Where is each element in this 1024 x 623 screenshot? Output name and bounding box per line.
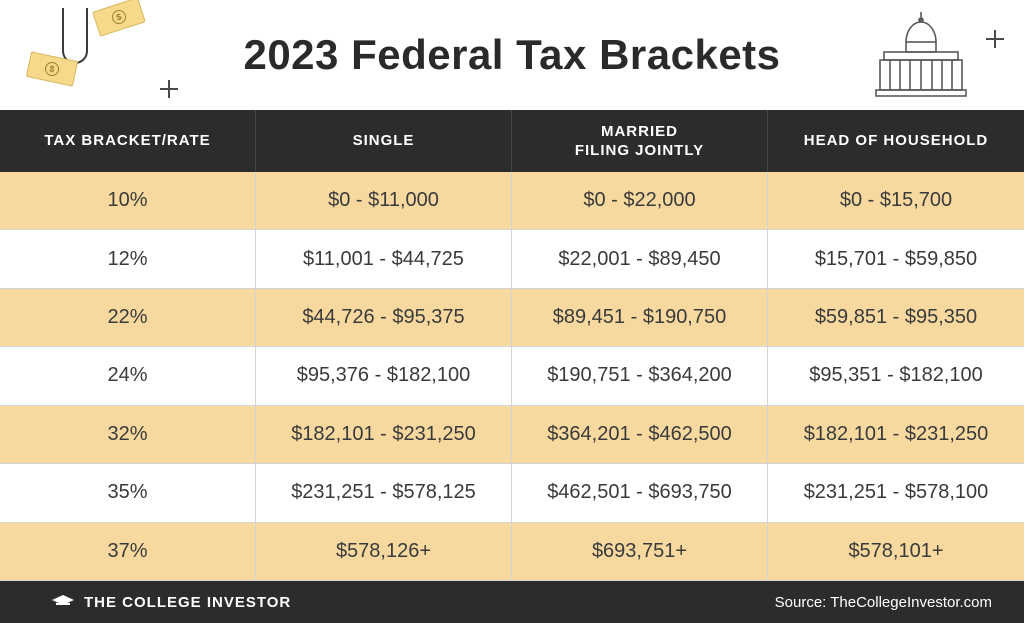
brand: THE COLLEGE INVESTOR bbox=[52, 594, 291, 611]
header: $ $ 2023 Federal Tax Brackets bbox=[0, 0, 1024, 110]
cell-hoh: $182,101 - $231,250 bbox=[768, 406, 1024, 464]
capitol-icon bbox=[866, 8, 976, 100]
cell-hoh: $95,351 - $182,100 bbox=[768, 347, 1024, 405]
cell-married: $89,451 - $190,750 bbox=[512, 289, 768, 347]
table-row: 22%$44,726 - $95,375$89,451 - $190,750$5… bbox=[0, 289, 1024, 347]
page-title: 2023 Federal Tax Brackets bbox=[243, 31, 780, 79]
cell-single: $578,126+ bbox=[256, 523, 512, 581]
cell-rate: 10% bbox=[0, 172, 256, 230]
footer-bar: THE COLLEGE INVESTOR Source: TheCollegeI… bbox=[0, 581, 1024, 623]
table-row: 35%$231,251 - $578,125$462,501 - $693,75… bbox=[0, 464, 1024, 522]
cell-rate: 12% bbox=[0, 230, 256, 288]
grad-cap-icon bbox=[52, 595, 74, 609]
col-single: SINGLE bbox=[256, 110, 512, 172]
plus-icon bbox=[160, 80, 178, 98]
source-text: Source: TheCollegeInvestor.com bbox=[775, 594, 992, 611]
col-hoh: HEAD OF HOUSEHOLD bbox=[768, 110, 1024, 172]
table-body: 10%$0 - $11,000$0 - $22,000$0 - $15,7001… bbox=[0, 172, 1024, 581]
cell-single: $44,726 - $95,375 bbox=[256, 289, 512, 347]
cell-hoh: $231,251 - $578,100 bbox=[768, 464, 1024, 522]
money-icon: $ bbox=[92, 0, 146, 37]
cell-married: $693,751+ bbox=[512, 523, 768, 581]
cell-single: $0 - $11,000 bbox=[256, 172, 512, 230]
cell-rate: 24% bbox=[0, 347, 256, 405]
cell-married: $462,501 - $693,750 bbox=[512, 464, 768, 522]
cell-hoh: $578,101+ bbox=[768, 523, 1024, 581]
bracket-decor bbox=[62, 8, 88, 64]
table-row: 32%$182,101 - $231,250$364,201 - $462,50… bbox=[0, 406, 1024, 464]
table-row: 10%$0 - $11,000$0 - $22,000$0 - $15,700 bbox=[0, 172, 1024, 230]
cell-hoh: $59,851 - $95,350 bbox=[768, 289, 1024, 347]
cell-single: $11,001 - $44,725 bbox=[256, 230, 512, 288]
plus-icon bbox=[986, 30, 1004, 48]
col-married: MARRIED FILING JOINTLY bbox=[512, 110, 768, 172]
cell-single: $182,101 - $231,250 bbox=[256, 406, 512, 464]
cell-married: $190,751 - $364,200 bbox=[512, 347, 768, 405]
table-header-row: TAX BRACKET/RATE SINGLE MARRIED FILING J… bbox=[0, 110, 1024, 172]
table-row: 12%$11,001 - $44,725$22,001 - $89,450$15… bbox=[0, 230, 1024, 288]
tax-table: TAX BRACKET/RATE SINGLE MARRIED FILING J… bbox=[0, 110, 1024, 581]
cell-single: $95,376 - $182,100 bbox=[256, 347, 512, 405]
cell-married: $22,001 - $89,450 bbox=[512, 230, 768, 288]
table-row: 37%$578,126+$693,751+$578,101+ bbox=[0, 523, 1024, 581]
cell-hoh: $0 - $15,700 bbox=[768, 172, 1024, 230]
cell-rate: 32% bbox=[0, 406, 256, 464]
brand-text: THE COLLEGE INVESTOR bbox=[84, 594, 291, 611]
cell-married: $0 - $22,000 bbox=[512, 172, 768, 230]
table-row: 24%$95,376 - $182,100$190,751 - $364,200… bbox=[0, 347, 1024, 405]
col-rate: TAX BRACKET/RATE bbox=[0, 110, 256, 172]
cell-rate: 35% bbox=[0, 464, 256, 522]
cell-single: $231,251 - $578,125 bbox=[256, 464, 512, 522]
cell-hoh: $15,701 - $59,850 bbox=[768, 230, 1024, 288]
cell-rate: 37% bbox=[0, 523, 256, 581]
cell-married: $364,201 - $462,500 bbox=[512, 406, 768, 464]
cell-rate: 22% bbox=[0, 289, 256, 347]
